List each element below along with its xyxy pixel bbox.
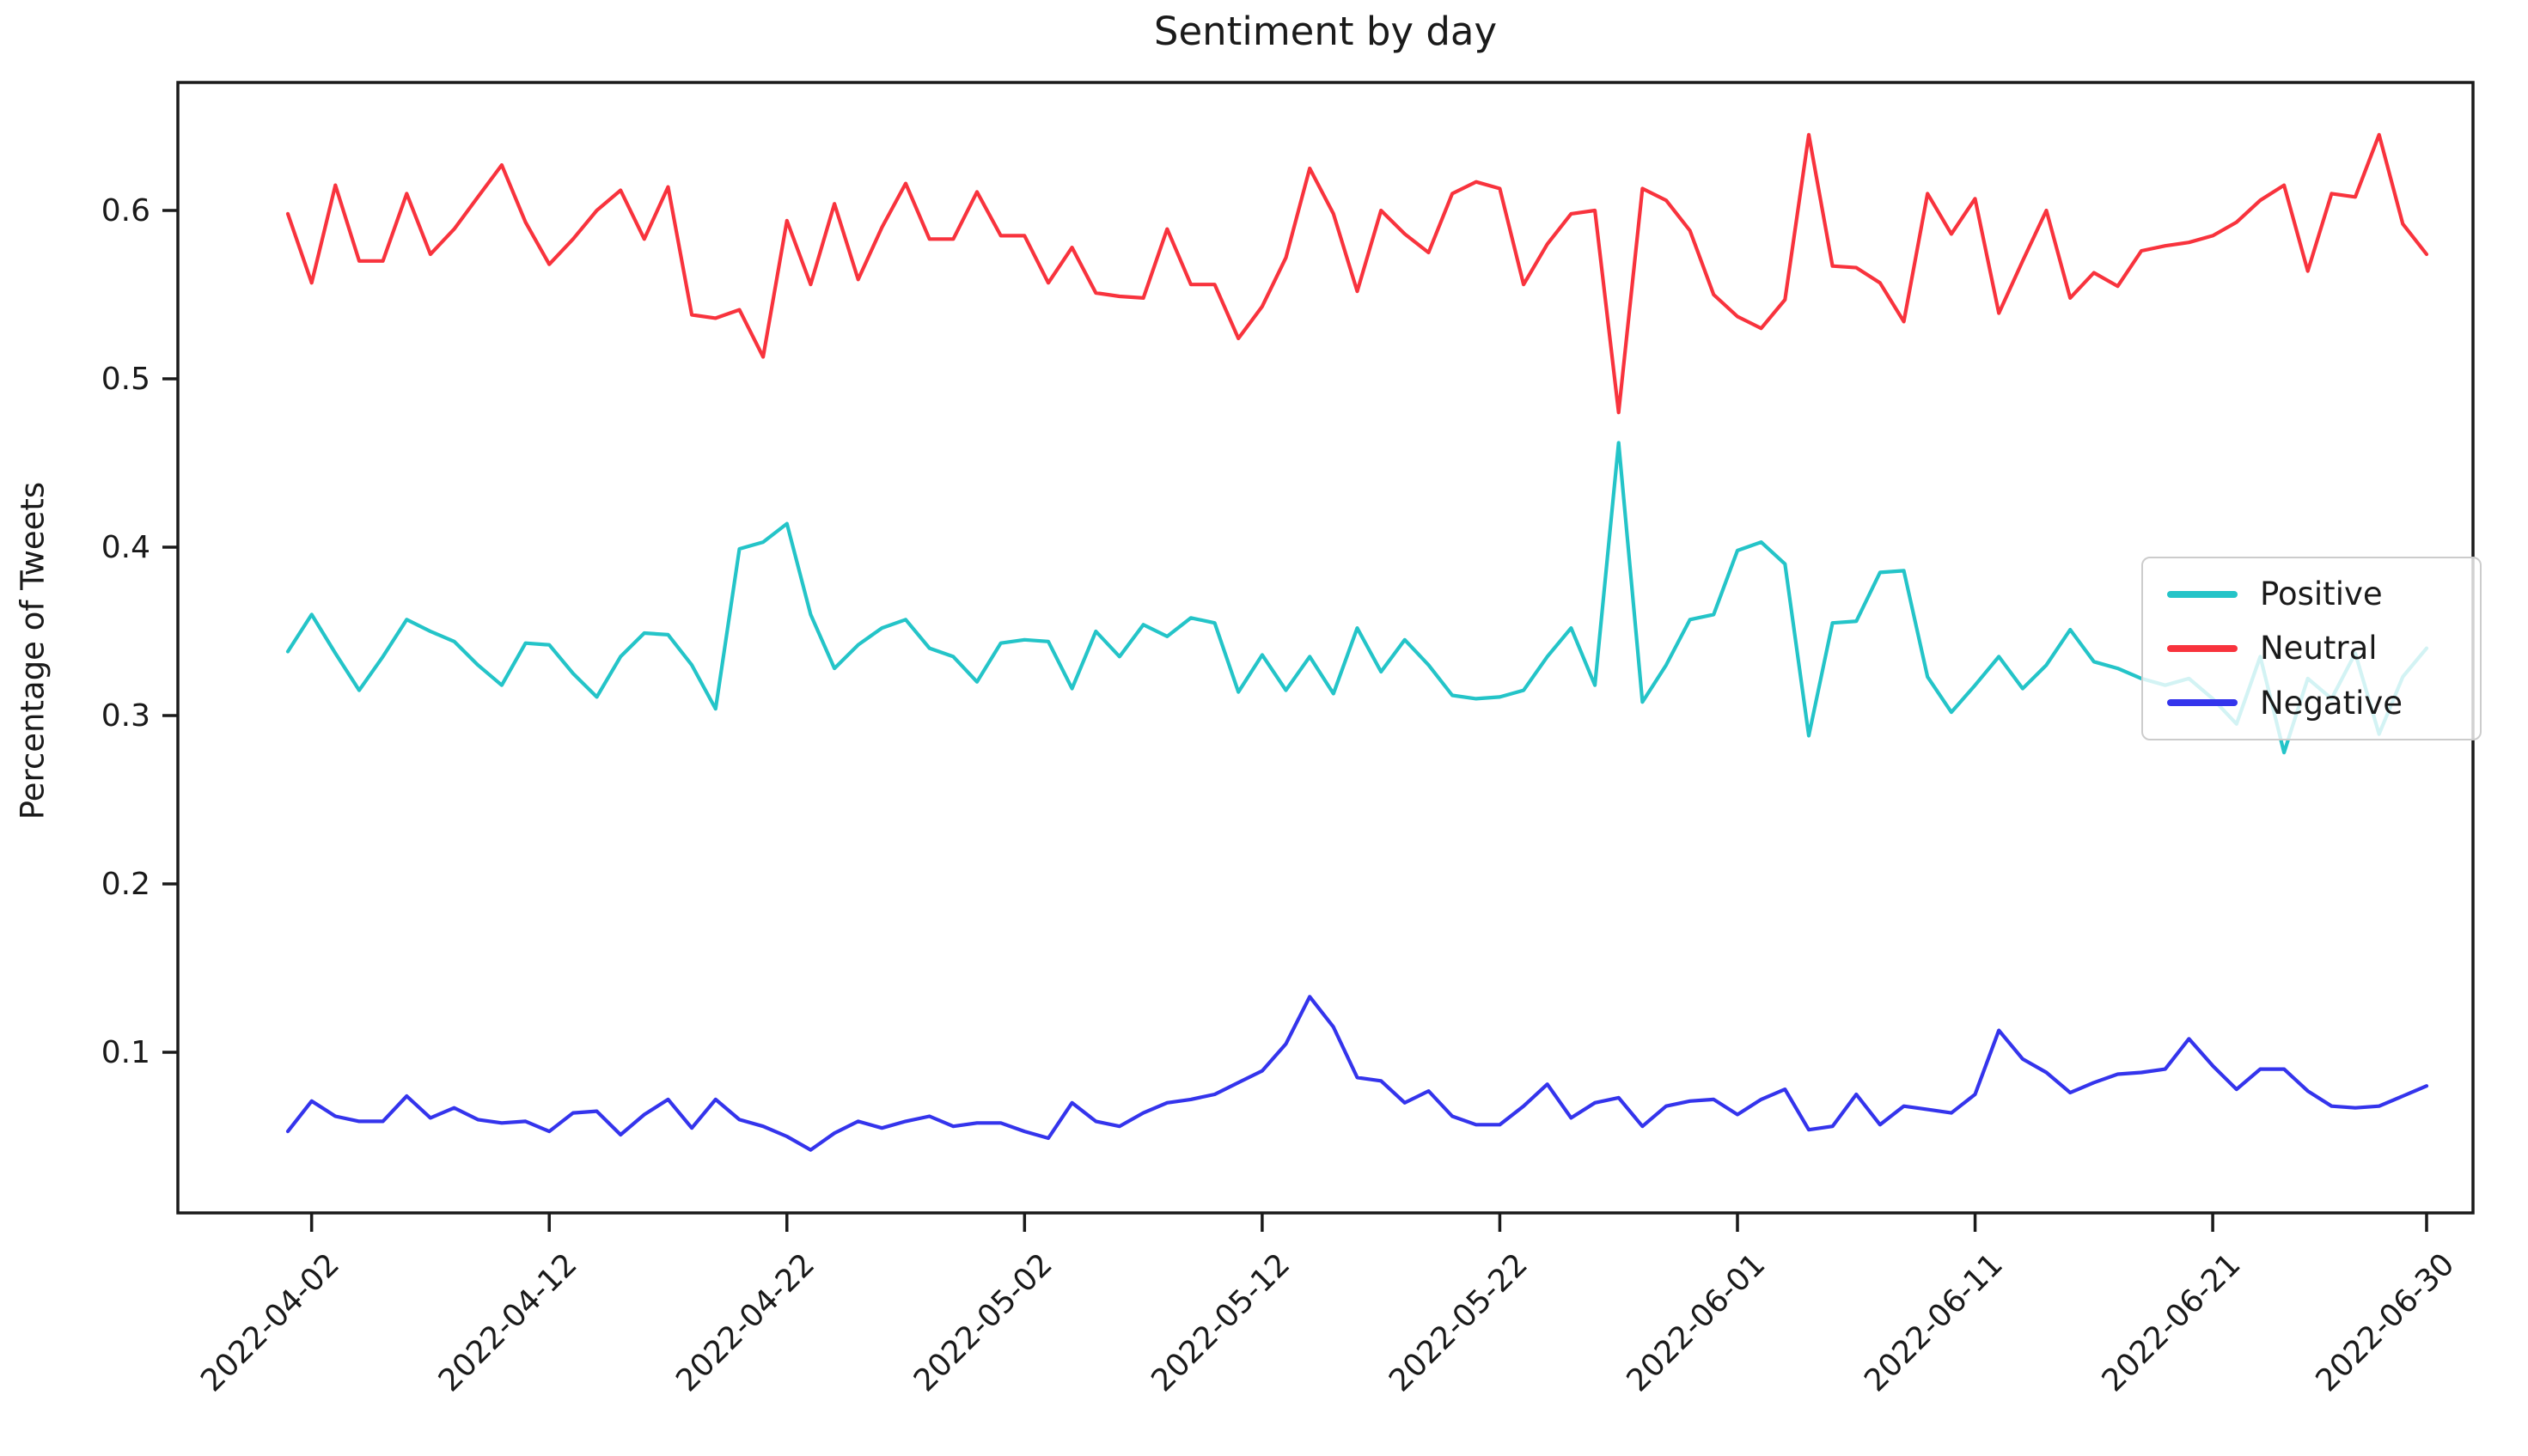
legend-swatch-positive (2167, 590, 2238, 598)
series-line-negative (285, 995, 2429, 1152)
x-tick-label: 2022-06-11 (1858, 1246, 2010, 1398)
y-tick-label: 0.5 (101, 362, 150, 397)
legend-entry-negative: Negative (2167, 685, 2456, 722)
y-tick-label: 0.2 (101, 867, 150, 902)
y-tick-label: 0.4 (101, 530, 150, 565)
y-tick-label: 0.1 (101, 1035, 150, 1070)
x-tick-label: 2022-04-22 (669, 1246, 821, 1398)
x-tick-label: 2022-06-30 (2310, 1246, 2462, 1398)
legend-swatch-neutral (2167, 644, 2238, 652)
legend-label-negative: Negative (2260, 684, 2403, 722)
legend-entry-positive: Positive (2167, 576, 2456, 612)
x-tick-label: 2022-04-02 (194, 1246, 346, 1398)
y-axis-label: Percentage of Tweets (14, 481, 52, 820)
legend-swatch-negative (2167, 699, 2238, 707)
x-tick-label: 2022-06-01 (1621, 1246, 1773, 1398)
x-tick-label: 2022-04-12 (432, 1246, 584, 1398)
y-tick-label: 0.6 (101, 193, 150, 228)
y-tick-label: 0.3 (101, 698, 150, 734)
chart-title: Sentiment by day (1153, 9, 1498, 54)
series-line-neutral (285, 132, 2429, 415)
legend-label-neutral: Neutral (2260, 630, 2378, 667)
legend-entry-neutral: Neutral (2167, 630, 2456, 667)
x-tick-label: 2022-06-21 (2096, 1246, 2248, 1398)
x-tick-label: 2022-05-12 (1145, 1246, 1297, 1398)
x-tick-label: 2022-05-22 (1383, 1246, 1535, 1398)
x-tick-label: 2022-05-02 (907, 1246, 1059, 1398)
series-line-positive (285, 441, 2429, 755)
legend: Positive Neutral Negative (2141, 557, 2482, 740)
legend-label-positive: Positive (2260, 576, 2383, 613)
